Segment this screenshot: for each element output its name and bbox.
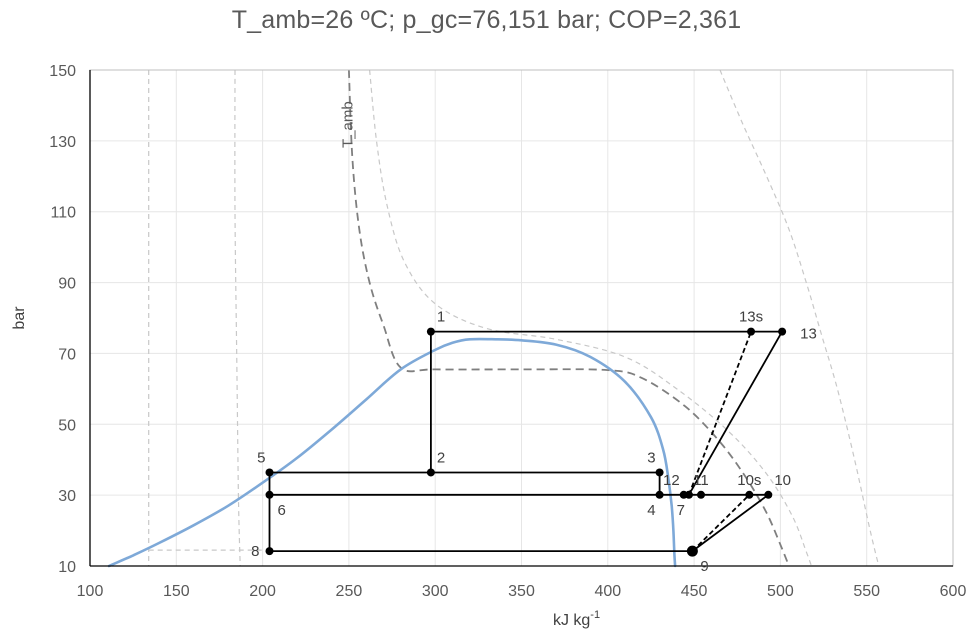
x-tick-label: 100 bbox=[77, 583, 104, 600]
state-label-6: 6 bbox=[278, 502, 286, 519]
saturation-dome-line bbox=[107, 337, 677, 568]
x-tick-label: 300 bbox=[422, 583, 449, 600]
state-label-8: 8 bbox=[251, 543, 259, 560]
cycle-line-dashed bbox=[691, 494, 750, 552]
state-point-5 bbox=[265, 468, 274, 477]
state-point-12 bbox=[679, 490, 688, 499]
state-label-13: 13 bbox=[800, 326, 817, 343]
state-label-10: 10 bbox=[774, 472, 791, 489]
isotherm-line bbox=[369, 69, 813, 567]
y-tick-label: 70 bbox=[58, 346, 76, 363]
state-point-8 bbox=[265, 547, 274, 556]
state-point-3 bbox=[655, 468, 664, 477]
x-axis-title: kJ kg-1 bbox=[553, 609, 600, 629]
chart-title: T_amb=26 ºC; p_gc=76,151 bar; COP=2,361 bbox=[231, 6, 742, 34]
isotherm-line bbox=[719, 69, 880, 567]
y-tick-label: 10 bbox=[58, 559, 76, 576]
cycle-line-dashed bbox=[688, 331, 752, 496]
state-point-9 bbox=[686, 545, 698, 557]
x-tick-label: 550 bbox=[853, 583, 880, 600]
state-point-10s bbox=[745, 490, 754, 499]
x-tick-label: 500 bbox=[767, 583, 794, 600]
state-label-12: 12 bbox=[663, 472, 680, 489]
annotation-label: T_amb bbox=[339, 101, 356, 148]
isotherm-line bbox=[234, 69, 241, 567]
state-point-13 bbox=[778, 327, 787, 336]
state-label-1: 1 bbox=[437, 309, 445, 326]
frame-layer bbox=[89, 69, 954, 567]
state-label-7: 7 bbox=[677, 502, 685, 519]
state-label-10s: 10s bbox=[737, 472, 761, 489]
x-tick-label: 400 bbox=[594, 583, 621, 600]
cycle-line-solid bbox=[688, 331, 783, 496]
cycle-layer bbox=[268, 330, 783, 552]
cycle-line-solid bbox=[691, 494, 769, 552]
y-tick-label: 110 bbox=[50, 205, 76, 222]
state-label-2: 2 bbox=[437, 449, 445, 466]
state-label-9: 9 bbox=[700, 558, 708, 575]
x-tick-label: 150 bbox=[163, 583, 190, 600]
y-tick-label: 150 bbox=[49, 63, 76, 80]
x-tick-label: 250 bbox=[336, 583, 363, 600]
state-point-11 bbox=[697, 490, 706, 499]
tick-layer: 100 150 200 250 300 350 400 450 500 550 600 10 30 50 7… bbox=[11, 63, 966, 629]
point-layer bbox=[265, 327, 787, 557]
state-point-4 bbox=[655, 490, 664, 499]
grid-layer bbox=[89, 69, 954, 567]
state-point-13s bbox=[747, 327, 756, 336]
isotherm-layer bbox=[148, 69, 880, 567]
state-point-2 bbox=[426, 468, 435, 477]
state-point-6 bbox=[265, 490, 274, 499]
x-tick-label: 450 bbox=[681, 583, 708, 600]
state-point-10 bbox=[764, 490, 773, 499]
x-tick-label: 350 bbox=[508, 583, 535, 600]
state-label-5: 5 bbox=[257, 449, 265, 466]
isotherm-line bbox=[348, 69, 790, 567]
state-label-3: 3 bbox=[647, 449, 655, 466]
y-tick-label: 90 bbox=[58, 276, 76, 293]
x-tick-label: 600 bbox=[940, 583, 967, 600]
y-tick-label: 30 bbox=[58, 488, 76, 505]
state-point-1 bbox=[426, 327, 435, 336]
saturation-dome-layer bbox=[107, 337, 677, 568]
y-tick-label: 130 bbox=[49, 134, 76, 151]
state-label-13s: 13s bbox=[739, 309, 763, 326]
y-axis-title: bar bbox=[11, 306, 28, 330]
x-tick-label: 200 bbox=[249, 583, 276, 600]
state-label-4: 4 bbox=[647, 502, 655, 519]
state-label-11: 11 bbox=[693, 472, 709, 489]
y-tick-label: 50 bbox=[58, 417, 76, 434]
